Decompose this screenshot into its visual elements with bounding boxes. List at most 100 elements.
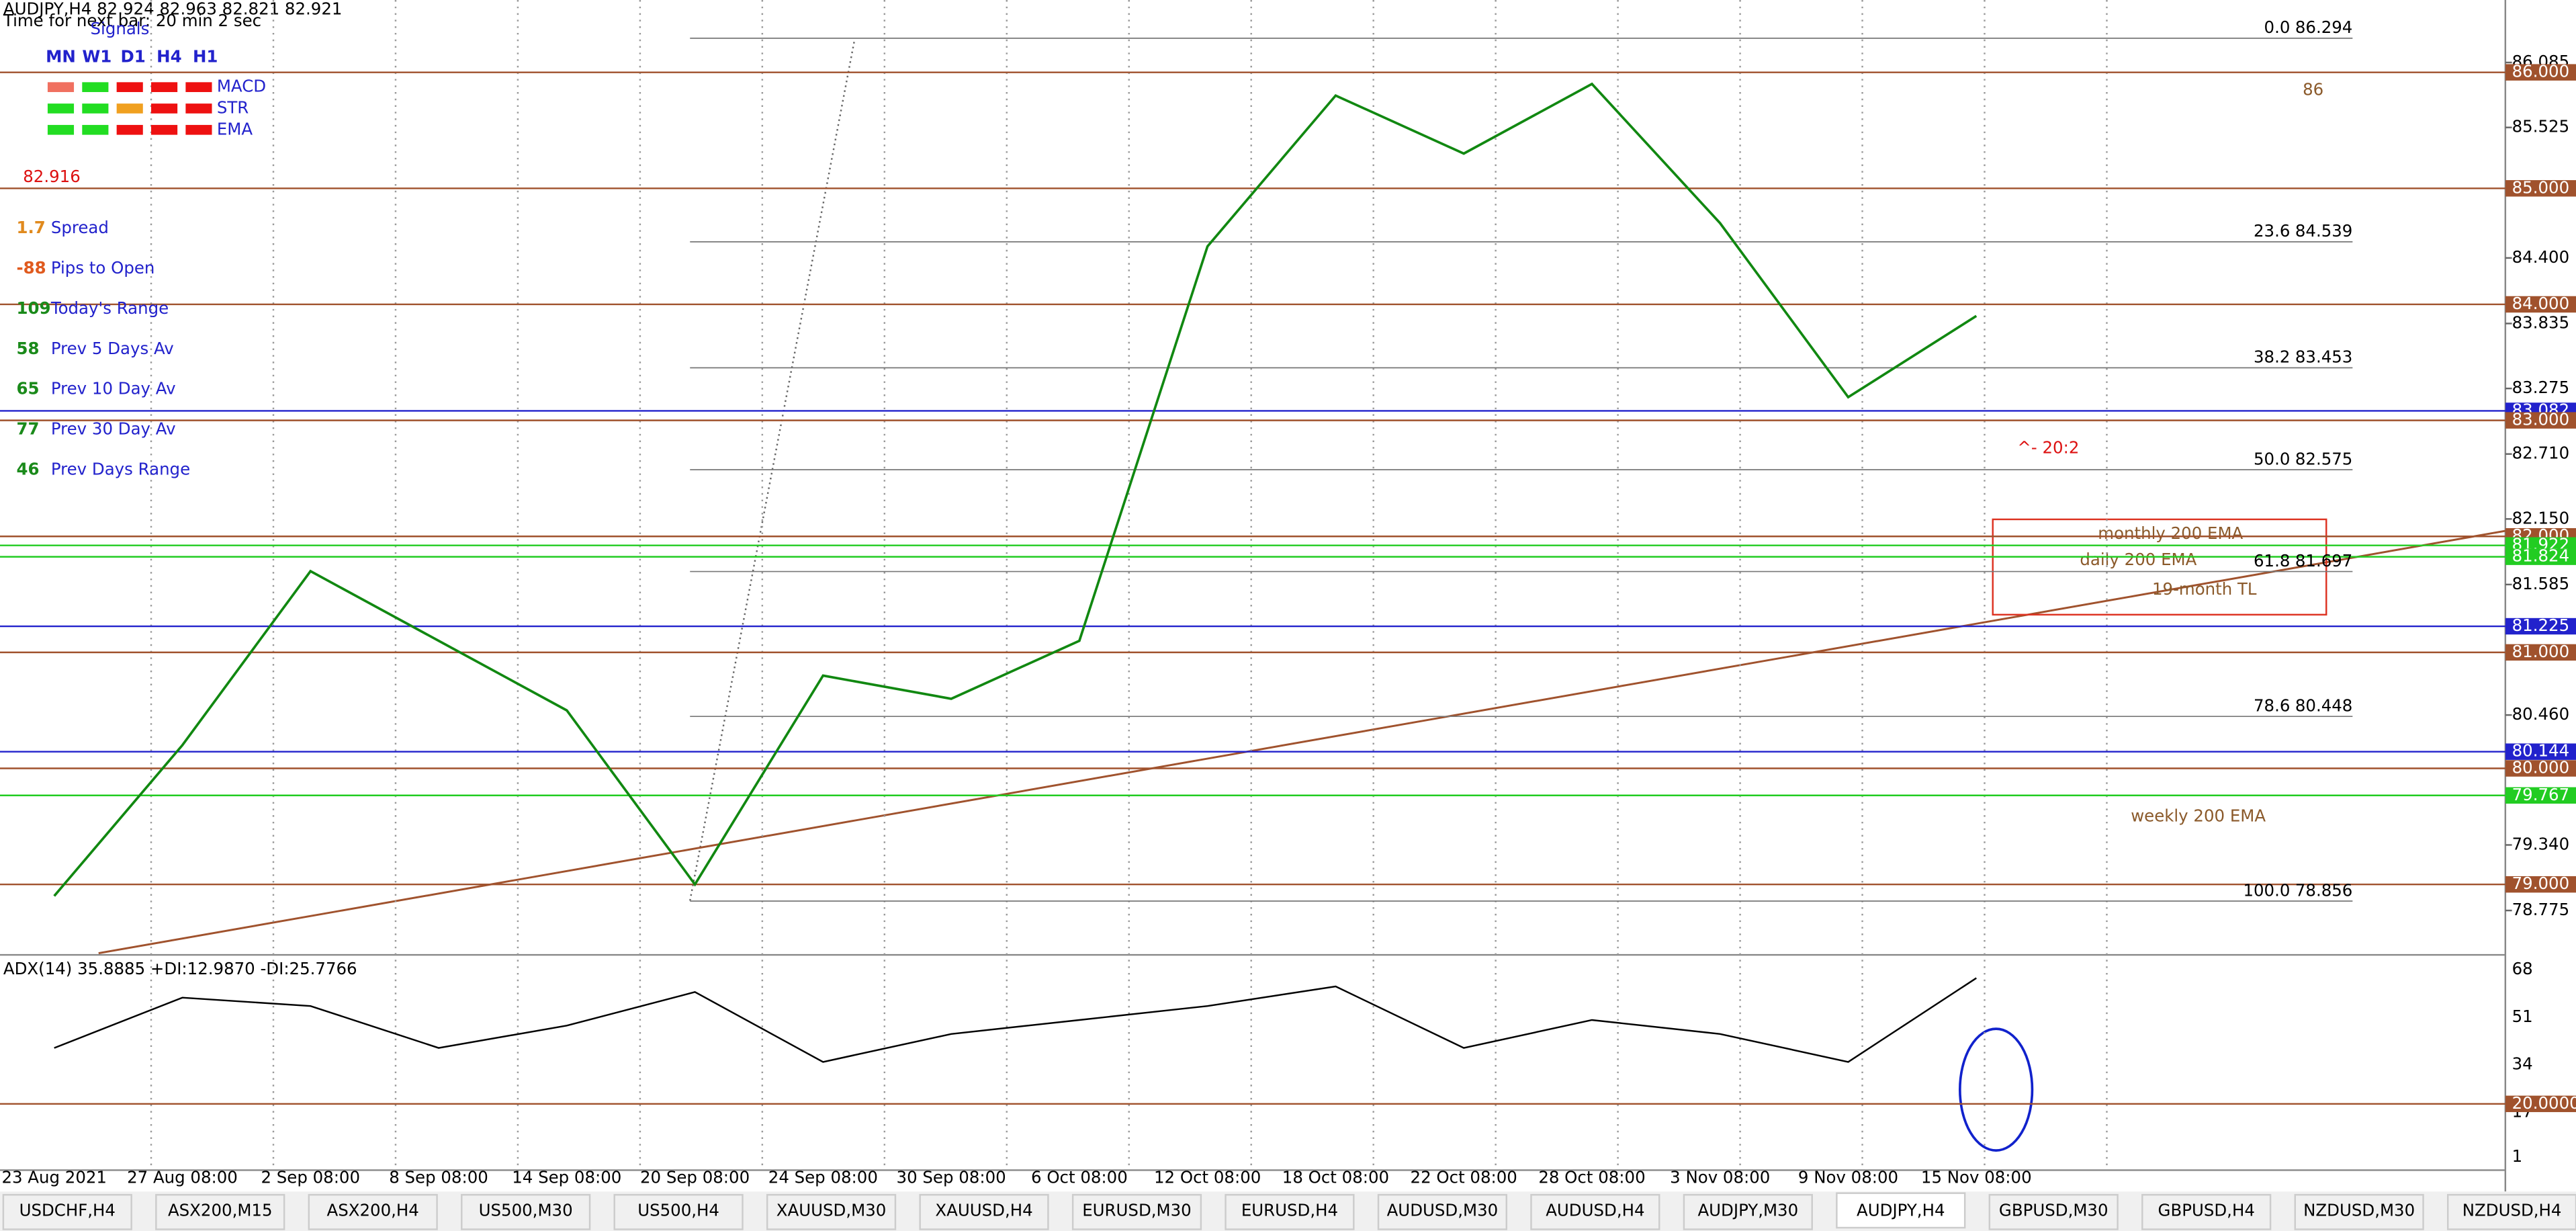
level-label: 81.225 <box>2512 616 2570 635</box>
x-tick-label: 12 Oct 08:00 <box>1154 1168 1261 1187</box>
tab-label[interactable]: AUDUSD,H4 <box>1546 1201 1644 1220</box>
fib-price: 84.539 <box>2295 221 2353 241</box>
annotation: 19-month TL <box>2152 579 2257 599</box>
tab[interactable] <box>155 1193 285 1230</box>
price-tick-label: 78.775 <box>2512 900 2570 919</box>
x-tick-label: 6 Oct 08:00 <box>1031 1168 1128 1187</box>
level-tag <box>2505 618 2576 635</box>
tab[interactable] <box>1988 1193 2119 1230</box>
stat-value: 58 <box>16 339 39 358</box>
x-tick-label: 14 Sep 08:00 <box>512 1168 621 1187</box>
signal-cell <box>82 103 109 114</box>
x-tick-label: 3 Nov 08:00 <box>1670 1168 1770 1187</box>
tab-label[interactable]: USDCHF,H4 <box>19 1201 116 1220</box>
tab[interactable] <box>1836 1192 1966 1229</box>
tab[interactable] <box>1377 1193 1508 1230</box>
level-label: 85.000 <box>2512 177 2570 197</box>
tab-label[interactable]: EURUSD,H4 <box>1241 1201 1338 1220</box>
tab-label[interactable]: AUDUSD,M30 <box>1387 1201 1499 1220</box>
tab-label[interactable]: ASX200,H4 <box>327 1201 419 1220</box>
tab[interactable] <box>461 1193 591 1230</box>
tab[interactable] <box>308 1193 438 1230</box>
signal-cell <box>47 103 75 114</box>
annotation: monthly 200 EMA <box>2098 523 2243 543</box>
fib-level: 23.6 <box>2254 221 2290 241</box>
tab[interactable] <box>1530 1193 1660 1230</box>
tab-label[interactable]: ASX200,M15 <box>168 1201 273 1220</box>
tab-label[interactable]: NZDUSD,M30 <box>2303 1201 2415 1220</box>
signal-cell <box>116 82 143 93</box>
tab[interactable] <box>1071 1193 1202 1230</box>
level-tag <box>2505 760 2576 777</box>
level-tag <box>2505 787 2576 804</box>
level-tag <box>2505 64 2576 81</box>
level-label: 80.000 <box>2512 758 2570 777</box>
fib-price: 81.697 <box>2295 551 2353 570</box>
fib-level: 50.0 <box>2254 449 2290 468</box>
signal-cell <box>47 124 75 135</box>
fib-level: 0.0 <box>2264 17 2291 37</box>
tab[interactable] <box>613 1193 744 1230</box>
stat-label: Pips to Open <box>51 258 155 278</box>
tab-label[interactable]: AUDJPY,M30 <box>1697 1201 1798 1220</box>
price-tick-label: 80.460 <box>2512 704 2570 724</box>
fib-price: 82.575 <box>2295 449 2353 468</box>
level-label: 81.000 <box>2512 642 2570 661</box>
level-tag <box>2505 296 2576 313</box>
signal-cell <box>116 124 143 135</box>
stat-label: Spread <box>51 218 109 237</box>
tab-label[interactable]: GBPUSD,M30 <box>1999 1201 2108 1220</box>
level-tag <box>2505 412 2576 429</box>
tab-label[interactable]: EURUSD,M30 <box>1082 1201 1191 1220</box>
adx-tick-label: 1 <box>2512 1146 2523 1166</box>
fib-price: 83.453 <box>2295 347 2353 367</box>
price-tick-label: 82.150 <box>2512 508 2570 527</box>
tab-label[interactable]: US500,H4 <box>637 1201 719 1220</box>
tab-label[interactable]: GBPUSD,H4 <box>2158 1201 2255 1220</box>
highlight-ellipse <box>1958 1027 2034 1152</box>
stat-value: -88 <box>16 258 46 278</box>
level-label: 83.000 <box>2512 410 2570 429</box>
tab[interactable] <box>1683 1193 1813 1230</box>
tab[interactable] <box>919 1193 1049 1230</box>
stat-label: Prev 10 Day Av <box>51 379 176 398</box>
stat-label: Prev Days Range <box>51 460 190 479</box>
fib-level: 78.6 <box>2254 696 2290 716</box>
stat-value: 109 <box>16 298 50 318</box>
signal-row: MACD <box>217 77 266 96</box>
signal-cell <box>116 103 143 114</box>
x-tick-label: 30 Sep 08:00 <box>897 1168 1006 1187</box>
fib-level: 61.8 <box>2254 551 2290 570</box>
tab-label[interactable]: US500,M30 <box>479 1201 573 1220</box>
tab[interactable] <box>2447 1193 2576 1230</box>
fib-price: 86.294 <box>2295 17 2353 37</box>
signal-cell <box>151 82 178 93</box>
tab-label[interactable]: XAUUSD,M30 <box>776 1201 887 1220</box>
stat-value: 65 <box>16 379 39 398</box>
live-price: 82.916 <box>23 167 81 186</box>
tab[interactable] <box>2294 1193 2424 1230</box>
tab-label[interactable]: XAUUSD,H4 <box>935 1201 1032 1220</box>
signal-col: W1 <box>82 47 112 67</box>
tab[interactable] <box>766 1193 897 1230</box>
signal-cell <box>82 124 109 135</box>
tab-label[interactable]: NZDUSD,H4 <box>2462 1201 2562 1220</box>
stat-value: 77 <box>16 419 39 439</box>
signal-row: EMA <box>217 119 253 138</box>
annotation: weekly 200 EMA <box>2131 806 2266 826</box>
x-tick-label: 18 Oct 08:00 <box>1282 1168 1389 1187</box>
tab-label[interactable]: AUDJPY,H4 <box>1857 1201 1945 1220</box>
tab[interactable] <box>1225 1193 1355 1230</box>
level-tag <box>2505 180 2576 197</box>
tab[interactable] <box>2141 1193 2272 1230</box>
level-tag <box>2505 644 2576 661</box>
stat-label: Prev 5 Days Av <box>51 339 174 358</box>
adx-label: ADX(14) 35.8885 +DI:12.9870 -DI:25.7766 <box>3 959 357 978</box>
signal-cell <box>82 82 109 93</box>
x-tick-label: 23 Aug 2021 <box>1 1168 107 1187</box>
x-tick-label: 8 Sep 08:00 <box>389 1168 488 1187</box>
stat-value: 46 <box>16 460 39 479</box>
tab[interactable] <box>2 1193 132 1230</box>
